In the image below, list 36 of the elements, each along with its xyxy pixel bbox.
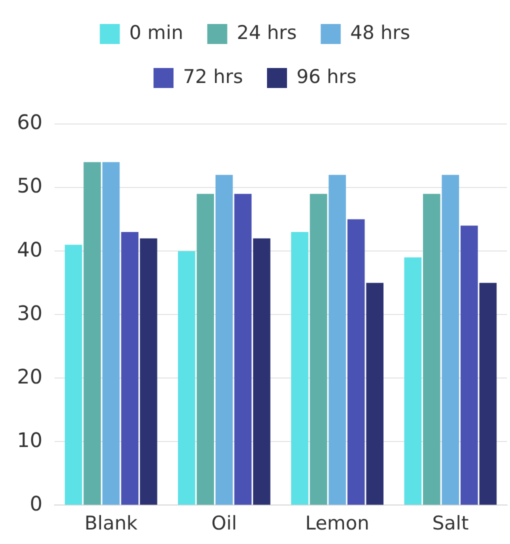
bar xyxy=(140,238,158,505)
bar xyxy=(216,174,233,505)
bar xyxy=(404,257,422,505)
legend-label: 0 min xyxy=(129,22,184,44)
bar xyxy=(102,162,120,505)
bar xyxy=(347,219,365,505)
bar xyxy=(310,194,328,505)
bar xyxy=(442,174,460,505)
bar xyxy=(121,232,138,505)
y-tick-label: 50 xyxy=(16,174,42,198)
bar xyxy=(234,194,252,505)
x-tick-label: Salt xyxy=(432,512,469,535)
bar xyxy=(479,282,497,505)
legend-label: 24 hrs xyxy=(236,22,297,44)
bar xyxy=(253,238,270,505)
bar xyxy=(178,251,196,505)
bar xyxy=(460,226,478,505)
bar xyxy=(328,174,346,505)
legend-label: 96 hrs xyxy=(296,66,356,88)
y-tick-label: 0 xyxy=(30,491,42,516)
bar xyxy=(423,194,440,505)
legend-label: 48 hrs xyxy=(350,22,410,44)
x-tick-label: Blank xyxy=(84,512,138,535)
legend-label: 72 hrs xyxy=(183,66,243,88)
bar xyxy=(84,162,101,505)
x-tick-label: Lemon xyxy=(305,512,370,535)
bar xyxy=(366,282,384,505)
y-tick-label: 20 xyxy=(16,364,42,388)
bar xyxy=(196,194,214,505)
y-tick-label: 60 xyxy=(16,110,42,134)
y-tick-label: 40 xyxy=(16,237,42,262)
y-tick-label: 10 xyxy=(16,428,42,452)
y-tick-label: 30 xyxy=(16,300,42,325)
x-tick-label: Oil xyxy=(211,512,237,535)
bar xyxy=(291,232,308,505)
bar xyxy=(64,244,82,505)
